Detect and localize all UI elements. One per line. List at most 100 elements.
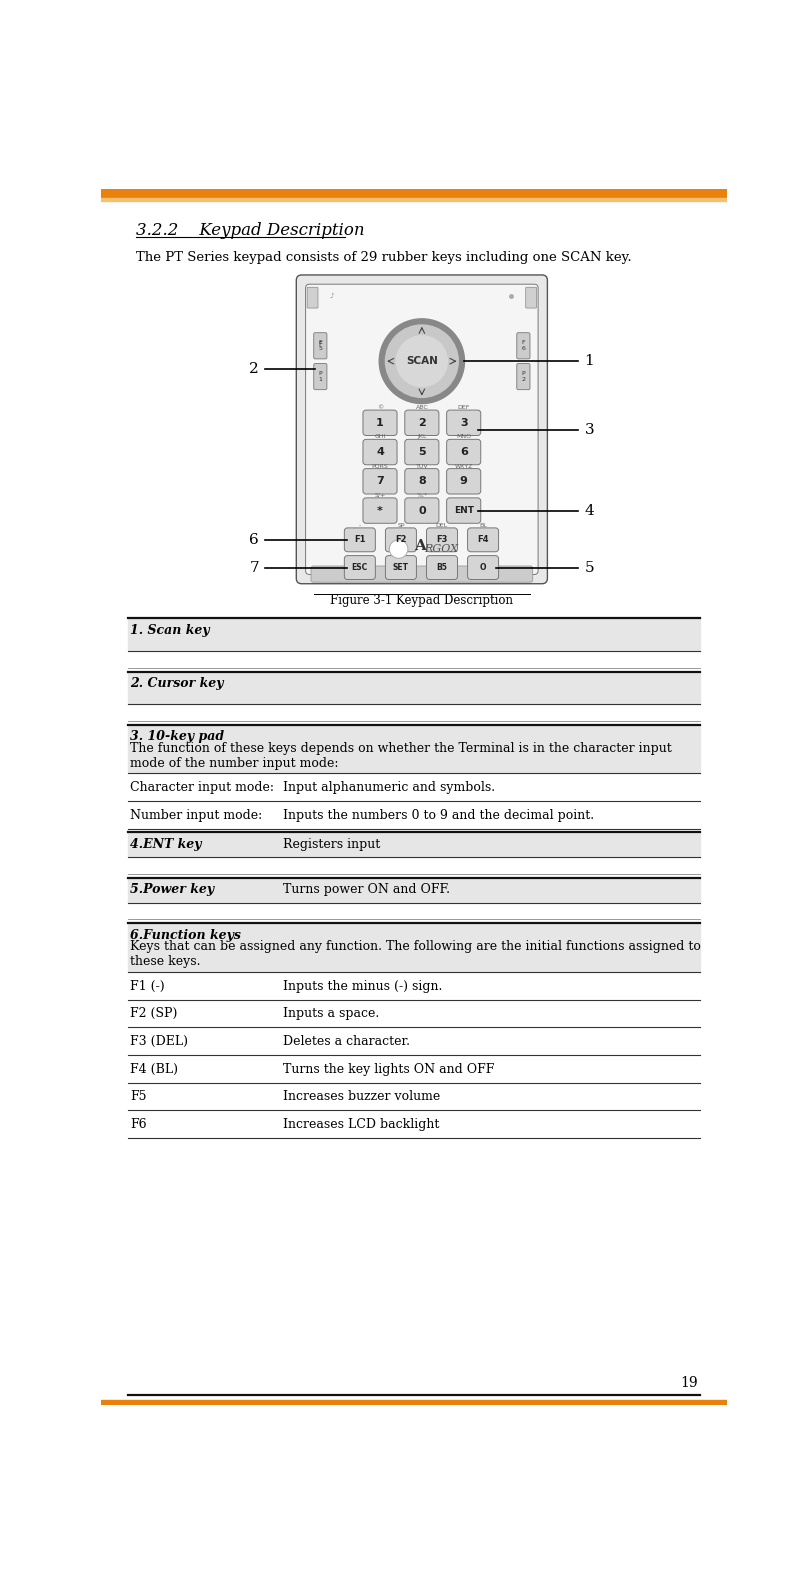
Text: 6: 6	[460, 447, 468, 456]
Text: 4: 4	[585, 504, 595, 518]
Bar	[128, 725, 700, 774]
Text: SET: SET	[393, 564, 409, 572]
Text: 6.Function keys: 6.Function keys	[130, 928, 242, 941]
Text: Character input mode:: Character input mode:	[130, 782, 275, 794]
FancyBboxPatch shape	[363, 411, 397, 436]
Text: RGOX: RGOX	[424, 545, 458, 554]
FancyBboxPatch shape	[297, 275, 547, 584]
Text: Inputs the numbers 0 to 9 and the decimal point.: Inputs the numbers 0 to 9 and the decima…	[283, 808, 594, 821]
Text: F3 (DEL): F3 (DEL)	[130, 1034, 188, 1048]
Text: 5: 5	[585, 561, 594, 575]
Circle shape	[389, 540, 408, 559]
Bar	[128, 832, 700, 857]
Text: GHI: GHI	[374, 434, 385, 439]
FancyBboxPatch shape	[405, 497, 439, 523]
Text: F2: F2	[395, 535, 406, 545]
Text: Inputs the minus (-) sign.: Inputs the minus (-) sign.	[283, 979, 443, 993]
Text: 8: 8	[418, 477, 426, 486]
Text: The function of these keys depends on whether the Terminal is in the character i: The function of these keys depends on wh…	[130, 742, 672, 769]
Text: 3.2.2    Keypad Description: 3.2.2 Keypad Description	[136, 221, 364, 238]
Text: ESC: ESC	[351, 564, 368, 572]
Bar	[128, 619, 700, 651]
Text: A: A	[415, 538, 426, 553]
Text: 7: 7	[377, 477, 384, 486]
FancyBboxPatch shape	[363, 469, 397, 494]
Bar	[101, 189, 727, 197]
FancyBboxPatch shape	[363, 439, 397, 464]
Text: P
1: P 1	[318, 371, 322, 382]
Text: 5.Power key: 5.Power key	[130, 883, 215, 897]
Text: F: F	[318, 341, 322, 347]
Text: Turns power ON and OFF.: Turns power ON and OFF.	[283, 883, 450, 897]
FancyBboxPatch shape	[385, 527, 416, 551]
Text: F
6: F 6	[521, 341, 525, 351]
Text: WXYZ: WXYZ	[454, 464, 473, 469]
Text: 7: 7	[250, 561, 259, 575]
Text: ©: ©	[377, 406, 383, 411]
Text: F2 (SP): F2 (SP)	[130, 1007, 178, 1020]
Circle shape	[379, 319, 465, 404]
Bar	[128, 924, 700, 971]
Text: S/+: S/+	[374, 493, 385, 497]
Text: *: *	[377, 505, 383, 516]
Bar	[128, 878, 700, 903]
Text: Number input mode:: Number input mode:	[130, 808, 263, 821]
Text: F4 (BL): F4 (BL)	[130, 1063, 179, 1075]
FancyBboxPatch shape	[344, 556, 376, 579]
FancyBboxPatch shape	[405, 411, 439, 436]
Text: 3. 10-key pad: 3. 10-key pad	[130, 729, 225, 744]
FancyBboxPatch shape	[405, 439, 439, 464]
Text: F
5: F 5	[318, 341, 322, 351]
Text: Registers input: Registers input	[283, 838, 381, 851]
Text: Turns the key lights ON and OFF: Turns the key lights ON and OFF	[283, 1063, 494, 1075]
Text: 3: 3	[460, 418, 468, 428]
Text: 6: 6	[250, 532, 259, 546]
Text: F1: F1	[354, 535, 365, 545]
Text: F6: F6	[130, 1118, 147, 1131]
Text: DEF: DEF	[457, 406, 470, 411]
Text: ENT: ENT	[454, 507, 473, 515]
Bar	[128, 671, 700, 704]
Text: 9: 9	[460, 477, 468, 486]
Text: TUV: TUV	[415, 464, 428, 469]
Text: 2: 2	[418, 418, 426, 428]
Text: The PT Series keypad consists of 29 rubber keys including one SCAN key.: The PT Series keypad consists of 29 rubb…	[136, 251, 632, 264]
FancyBboxPatch shape	[305, 284, 538, 575]
Text: 2. Cursor key: 2. Cursor key	[130, 677, 224, 690]
Text: ♪: ♪	[329, 292, 334, 298]
FancyBboxPatch shape	[468, 556, 499, 579]
Text: 5: 5	[418, 447, 426, 456]
Text: JKL: JKL	[417, 434, 427, 439]
FancyBboxPatch shape	[311, 565, 532, 583]
Text: 1: 1	[585, 354, 595, 368]
Text: MNO: MNO	[457, 434, 471, 439]
FancyBboxPatch shape	[307, 287, 318, 308]
Text: BL: BL	[479, 523, 487, 527]
FancyBboxPatch shape	[517, 333, 530, 358]
FancyBboxPatch shape	[517, 363, 530, 390]
Text: 4.ENT key: 4.ENT key	[130, 838, 202, 851]
FancyBboxPatch shape	[447, 497, 481, 523]
Text: B5: B5	[436, 564, 448, 572]
Text: 1: 1	[377, 418, 384, 428]
Text: SP: SP	[398, 523, 405, 527]
Text: Input alphanumeric and symbols.: Input alphanumeric and symbols.	[283, 782, 495, 794]
FancyBboxPatch shape	[427, 556, 457, 579]
Text: F5: F5	[130, 1091, 147, 1104]
Text: SCAN: SCAN	[406, 357, 438, 366]
FancyBboxPatch shape	[314, 333, 327, 358]
Bar	[101, 197, 727, 202]
Text: 19: 19	[680, 1375, 698, 1390]
Text: Increases LCD backlight: Increases LCD backlight	[283, 1118, 440, 1131]
Circle shape	[385, 325, 458, 398]
FancyBboxPatch shape	[468, 527, 499, 551]
FancyBboxPatch shape	[344, 527, 376, 551]
Text: Increases buzzer volume: Increases buzzer volume	[283, 1091, 440, 1104]
FancyBboxPatch shape	[427, 527, 457, 551]
Text: 0: 0	[418, 505, 426, 516]
FancyBboxPatch shape	[447, 439, 481, 464]
Text: Keys that can be assigned any function. The following are the initial functions : Keys that can be assigned any function. …	[130, 940, 701, 968]
Text: F1 (-): F1 (-)	[130, 979, 165, 993]
FancyBboxPatch shape	[526, 287, 537, 308]
FancyBboxPatch shape	[447, 411, 481, 436]
